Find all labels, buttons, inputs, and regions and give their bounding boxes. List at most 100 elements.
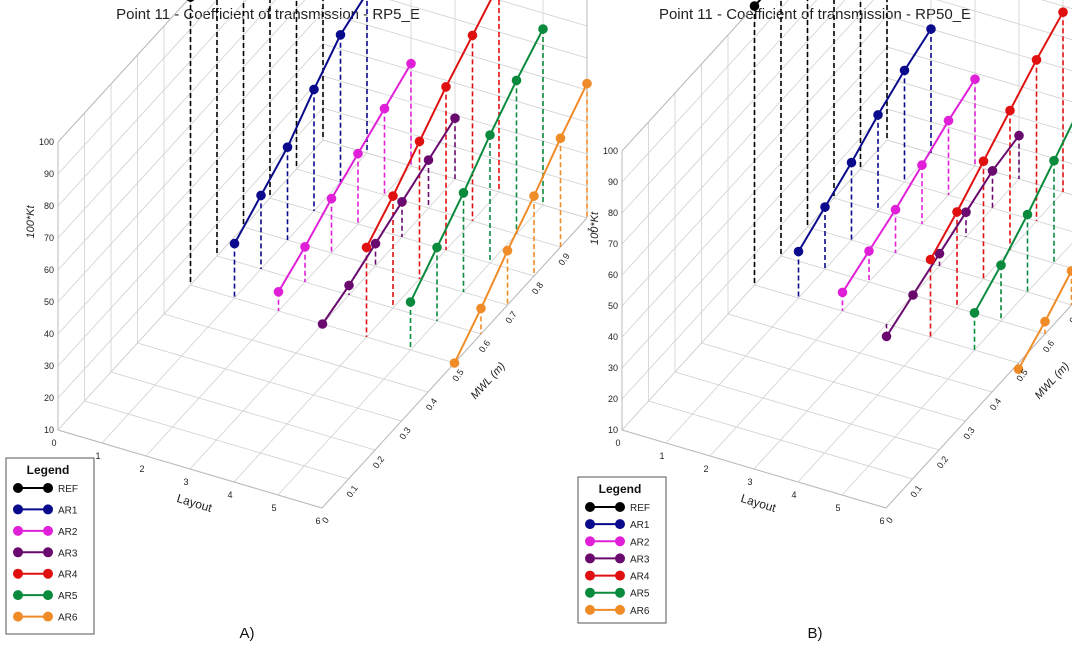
- mwl-tick-label: 0.6: [477, 338, 492, 354]
- legend-item-ar6: AR6: [630, 606, 650, 617]
- layout-tick-label: 3: [183, 477, 188, 487]
- data-point-ar2: [943, 115, 954, 126]
- series-line-ar3: [885, 134, 1020, 337]
- data-point-ar6: [555, 133, 566, 143]
- z-axis-label: 100*Kt: [25, 205, 37, 239]
- legend-title: Legend: [599, 482, 642, 496]
- legend-item-ar6: AR6: [58, 613, 78, 624]
- z-tick-label: 80: [44, 201, 54, 211]
- data-point-ref: [186, 0, 195, 2]
- z-tick-label: 80: [608, 208, 618, 218]
- legend-swatch-marker: [13, 611, 23, 622]
- data-point-ar4: [414, 136, 425, 147]
- mwl-tick-label: 0: [884, 515, 895, 525]
- legend-item-ar4: AR4: [630, 572, 650, 583]
- data-point-ar6: [476, 303, 486, 314]
- z-axis-label: 100*Kt: [589, 211, 601, 245]
- legend-item-ar1: AR1: [58, 505, 78, 516]
- data-point-ar4: [925, 254, 936, 265]
- series-line-ar4: [365, 0, 492, 248]
- data-point-ar5: [432, 242, 442, 253]
- data-point-ar1: [793, 246, 804, 257]
- z-tick-label: 70: [44, 233, 54, 243]
- mwl-tick-label: 0.1: [344, 483, 359, 499]
- data-point-ar3: [317, 319, 328, 329]
- data-point-ar1: [899, 65, 910, 76]
- legend-swatch-marker: [43, 611, 53, 622]
- series-line-ar6: [453, 83, 588, 364]
- mwl-tick-label: 0.3: [397, 425, 412, 441]
- mwl-axis-label: MWL (m): [469, 360, 508, 402]
- data-point-ar6: [449, 358, 460, 368]
- legend-item-ref: REF: [630, 503, 650, 514]
- mwl-tick-label: 0.4: [424, 396, 439, 412]
- layout-tick-label: 1: [95, 451, 100, 461]
- data-point-ar2: [970, 74, 980, 84]
- data-point-ar1: [926, 24, 936, 34]
- mwl-tick-label: 0.3: [961, 425, 976, 441]
- z-tick-label: 10: [44, 425, 54, 435]
- legend-swatch-marker: [585, 519, 595, 530]
- panel-label: A): [240, 625, 255, 642]
- data-point-ar1: [309, 84, 319, 95]
- data-point-ar3: [881, 331, 892, 342]
- data-point-ar2: [326, 193, 337, 204]
- z-tick-label: 20: [44, 393, 54, 403]
- data-point-ar4: [441, 82, 451, 92]
- mwl-axis-label: MWL (m): [1033, 360, 1072, 402]
- z-tick-label: 10: [608, 425, 618, 435]
- data-point-ar2: [406, 58, 416, 69]
- layout-tick-label: 6: [315, 516, 320, 526]
- legend-swatch-marker: [43, 504, 53, 515]
- layout-tick-label: 3: [747, 477, 752, 487]
- mwl-tick-label: 0.7: [1067, 309, 1072, 325]
- data-point-ar4: [361, 242, 372, 253]
- data-point-ar6: [1040, 316, 1050, 327]
- data-point-ar1: [229, 238, 240, 249]
- mwl-tick-label: 0.1: [908, 483, 923, 499]
- legend-swatch-marker: [615, 536, 625, 547]
- data-point-ar5: [538, 24, 548, 34]
- mwl-tick-label: 0.9: [556, 251, 571, 267]
- mwl-tick-label: 0.6: [1041, 338, 1056, 354]
- legend-swatch-marker: [585, 587, 595, 598]
- legend-box: [577, 476, 667, 624]
- legend-swatch-marker: [615, 604, 625, 615]
- series-line-ar2: [277, 63, 412, 293]
- data-point-ar6: [1013, 364, 1024, 375]
- data-point-ar1: [820, 202, 830, 212]
- data-point-ar5: [969, 308, 980, 318]
- layout-tick-label: 2: [139, 464, 144, 474]
- mwl-tick-label: 0.4: [988, 396, 1003, 412]
- legend-swatch-marker: [615, 502, 625, 512]
- series-line-ar5: [973, 121, 1072, 314]
- legend-swatch-marker: [43, 568, 53, 579]
- data-point-ar2: [864, 246, 874, 256]
- data-point-ar4: [978, 156, 989, 166]
- z-tick-label: 90: [44, 169, 54, 179]
- data-point-ref: [749, 1, 760, 11]
- mwl-tick-label: 1: [585, 225, 596, 235]
- panel-b-chart: Point 11 - Coefficient of transmission -…: [577, 0, 1072, 642]
- data-point-ar5: [458, 188, 469, 198]
- z-tick-label: 100: [603, 146, 618, 156]
- legend-title: Legend: [27, 463, 70, 477]
- data-point-ar6: [1066, 266, 1072, 276]
- data-point-ar6: [582, 78, 592, 89]
- layout-tick-label: 0: [615, 438, 620, 448]
- data-point-ar5: [996, 260, 1006, 271]
- series-line-ar5: [409, 28, 544, 303]
- data-point-ar2: [890, 204, 901, 215]
- data-point-ar4: [1058, 7, 1068, 17]
- legend-swatch-marker: [585, 553, 595, 564]
- layout-axis-label: Layout: [175, 491, 214, 515]
- mwl-tick-label: 0.5: [450, 367, 465, 383]
- data-point-ar3: [987, 166, 998, 176]
- legend-swatch-marker: [585, 536, 595, 547]
- data-point-ar2: [837, 287, 848, 298]
- data-point-ar3: [423, 155, 434, 165]
- mwl-tick-label: 0.7: [503, 309, 518, 325]
- z-tick-label: 50: [44, 297, 54, 307]
- legend-swatch-marker: [13, 547, 23, 558]
